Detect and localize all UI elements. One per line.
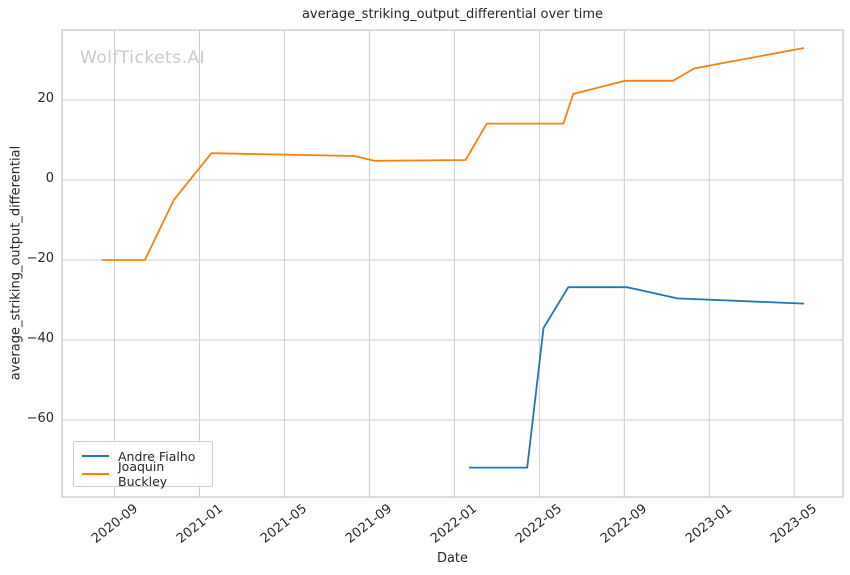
series-line-andre-fialho [469, 286, 805, 469]
legend-item-joaquin-buckley: Joaquin Buckley [74, 459, 212, 489]
y-tick-label: −40 [26, 331, 54, 346]
legend-label-andre-fialho: Andre Fialho [118, 448, 196, 464]
chart-title: average_striking_output_differential ove… [301, 7, 604, 22]
y-tick-label: 20 [37, 91, 54, 106]
x-axis-label: Date [436, 551, 469, 566]
legend-item-andre-fialho: Andre Fialho [74, 446, 212, 464]
legend-line-swatch-andre-fialho [82, 455, 109, 457]
watermark: WolfTickets.AI [80, 48, 206, 68]
series-line-joaquin-buckley [101, 47, 805, 261]
y-axis-label: average_striking_output_differential [8, 145, 24, 381]
y-tick-label: 0 [45, 171, 54, 186]
legend: Andre Fialho Joaquin Buckley [73, 441, 213, 489]
y-tick-label: −20 [26, 251, 54, 266]
y-tick-label: −60 [26, 411, 54, 426]
plot-spines [61, 29, 844, 498]
legend-label-joaquin-buckley: Joaquin Buckley [118, 459, 168, 489]
legend-line-swatch-joaquin-buckley [82, 473, 109, 475]
